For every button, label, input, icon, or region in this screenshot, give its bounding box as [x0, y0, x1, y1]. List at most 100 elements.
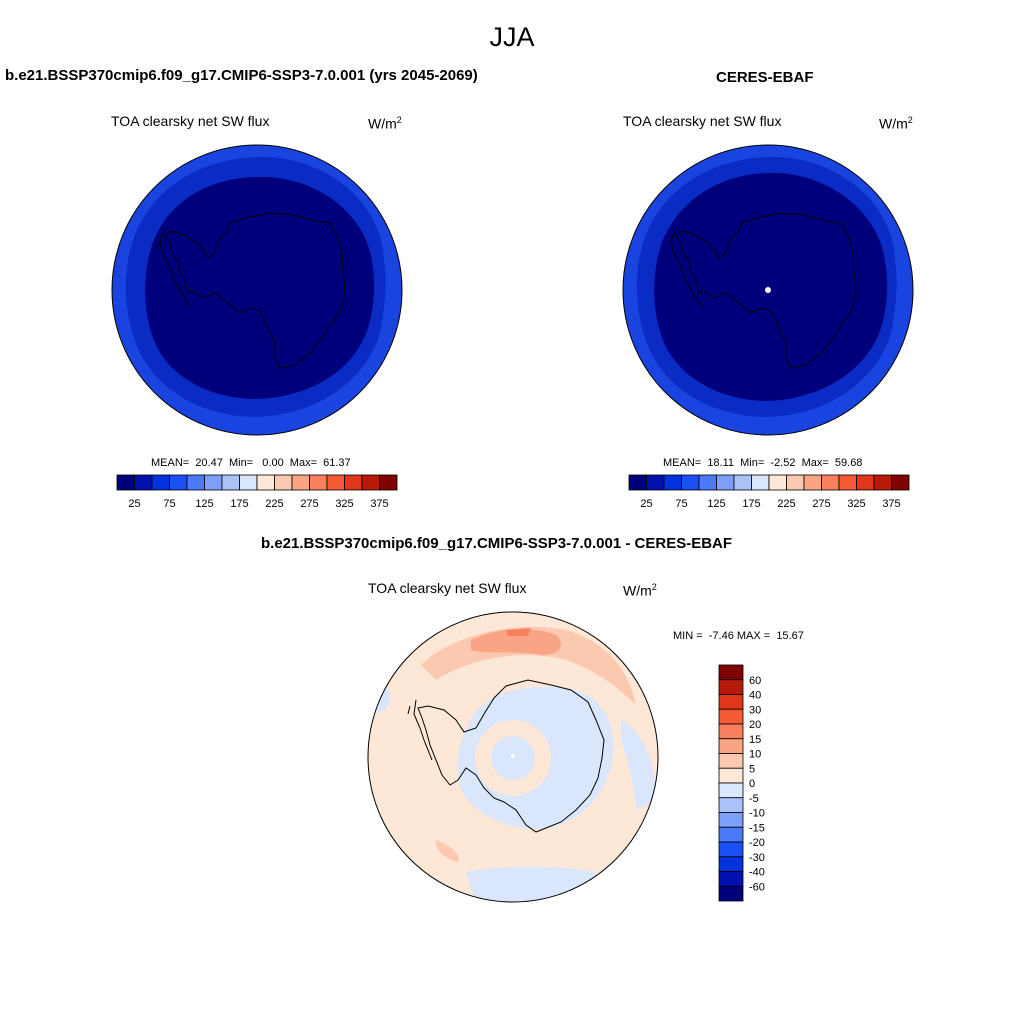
colorbar-tick-label: 25 [640, 498, 652, 510]
colorbar-tick-label: -5 [749, 793, 759, 805]
panel-1-title: b.e21.BSSP370cmip6.f09_g17.CMIP6-SSP3-7.… [5, 67, 478, 84]
colorbar-swatch [256, 474, 275, 491]
colorbar-tick-label: 275 [812, 498, 830, 510]
peninsula-outline [670, 230, 704, 308]
colorbar-tick-label: 225 [265, 498, 283, 510]
colorbar-swatch [718, 782, 744, 799]
inner-low-flux-region [654, 172, 888, 401]
colorbar-tick-label: -60 [749, 881, 765, 893]
colorbar-swatch [718, 856, 744, 872]
colorbar-swatch [326, 474, 345, 491]
colorbar-tick-label: 20 [749, 719, 761, 731]
panel-3-map [367, 611, 659, 903]
colorbar-swatch [361, 474, 380, 491]
colorbar-tick-label: 225 [777, 498, 795, 510]
colorbar-tick-label: 15 [749, 734, 761, 746]
colorbar-swatch [379, 474, 398, 491]
panel-2-map [622, 144, 914, 436]
antarctica-coastline [675, 212, 857, 369]
colorbar-tick-label: 375 [882, 498, 900, 510]
colorbar-swatch [221, 474, 240, 491]
colorbar-swatch [718, 679, 744, 695]
panel-3-units: W/m2 [623, 582, 657, 599]
max-anomaly-core [506, 628, 531, 636]
colorbar-tick-label: 325 [335, 498, 353, 510]
colorbar-tick-label: 5 [749, 763, 755, 775]
colorbar-swatch [204, 474, 223, 491]
colorbar-swatch [718, 753, 744, 769]
inner-low-flux-region [145, 176, 375, 399]
colorbar-swatch [718, 664, 744, 681]
colorbar-swatch [786, 474, 805, 491]
colorbar-swatch [344, 474, 363, 491]
colorbar-swatch [116, 474, 135, 491]
panel-2-title: CERES-EBAF [716, 69, 814, 86]
colorbar-tick-label: 125 [195, 498, 213, 510]
colorbar-tick-label: -10 [749, 808, 765, 820]
colorbar-swatch [718, 841, 744, 858]
colorbar-tick-label: 40 [749, 690, 761, 702]
colorbar-tick-label: -15 [749, 822, 765, 834]
panel-3-variable: TOA clearsky net SW flux [368, 580, 527, 596]
panel-2-units: W/m2 [879, 115, 913, 132]
colorbar-tick-label: 275 [300, 498, 318, 510]
colorbar-tick-label: 175 [230, 498, 248, 510]
panel-1-stats: MEAN= 20.47 Min= 0.00 Max= 61.37 [151, 457, 351, 469]
colorbar-swatch [821, 474, 840, 491]
panel-3-colorbar: 60 40 30 20 15 10 5 0 -5 -10 -15 -20 -30 -40 -60 [718, 664, 765, 902]
colorbar-swatch [718, 767, 744, 784]
positive-anomaly-core [471, 628, 561, 655]
colorbar-tick-label: -20 [749, 837, 765, 849]
figure-title: JJA [489, 22, 535, 52]
colorbar-swatch [718, 723, 744, 740]
panel-3-stats: MIN = -7.46 MAX = 15.67 [673, 630, 804, 642]
colorbar-tick-label: 25 [128, 498, 140, 510]
colorbar-tick-label: 75 [675, 498, 687, 510]
pole-missing-data-dot [765, 287, 771, 293]
colorbar-swatch [718, 812, 744, 828]
antarctica-coastline [417, 679, 605, 833]
colorbar-tick-label: 325 [847, 498, 865, 510]
colorbar-tick-label: 75 [163, 498, 175, 510]
panel-1-colorbar: 25 75 125 175 225 275 325 375 [116, 474, 398, 510]
map-boundary [367, 611, 659, 903]
colorbar-swatch [803, 474, 822, 491]
colorbar-tick-label: -30 [749, 852, 765, 864]
colorbar-swatch [768, 474, 787, 491]
colorbar-swatch [751, 474, 770, 491]
colorbar-swatch [169, 474, 188, 491]
colorbar-swatch [186, 474, 205, 491]
colorbar-swatch [856, 474, 875, 491]
colorbar-swatch [309, 474, 328, 491]
colorbar-swatch [291, 474, 310, 491]
panel-2-stats: MEAN= 18.11 Min= -2.52 Max= 59.68 [663, 457, 863, 469]
negative-anomaly-patch [368, 670, 390, 715]
colorbar-swatch [646, 474, 665, 491]
colorbar-swatch [681, 474, 700, 491]
colorbar-tick-label: 30 [749, 704, 761, 716]
colorbar-swatch [718, 708, 744, 725]
colorbar-swatch [718, 694, 744, 710]
colorbar-swatch [151, 474, 170, 491]
colorbar-swatch [628, 474, 647, 491]
colorbar-swatch [718, 871, 744, 887]
colorbar-swatch [891, 474, 910, 491]
colorbar-swatch [838, 474, 857, 491]
colorbar-swatch [663, 474, 682, 491]
colorbar-swatch [718, 738, 744, 754]
peninsula-outline [407, 699, 433, 761]
antarctica-coastline [164, 212, 346, 369]
colorbar-swatch [239, 474, 258, 491]
colorbar-swatch [698, 474, 717, 491]
colorbar-swatch [134, 474, 153, 491]
peninsula-outline [155, 230, 193, 308]
panel-2-variable: TOA clearsky net SW flux [623, 113, 782, 129]
colorbar-tick-label: 0 [749, 778, 755, 790]
colorbar-swatch [718, 826, 744, 843]
map-boundary [111, 144, 403, 436]
colorbar-swatch [716, 474, 735, 491]
panel-3-title: b.e21.BSSP370cmip6.f09_g17.CMIP6-SSP3-7.… [261, 535, 733, 552]
colorbar-swatch [873, 474, 892, 491]
colorbar-swatch [718, 885, 744, 902]
colorbar-tick-label: 375 [370, 498, 388, 510]
